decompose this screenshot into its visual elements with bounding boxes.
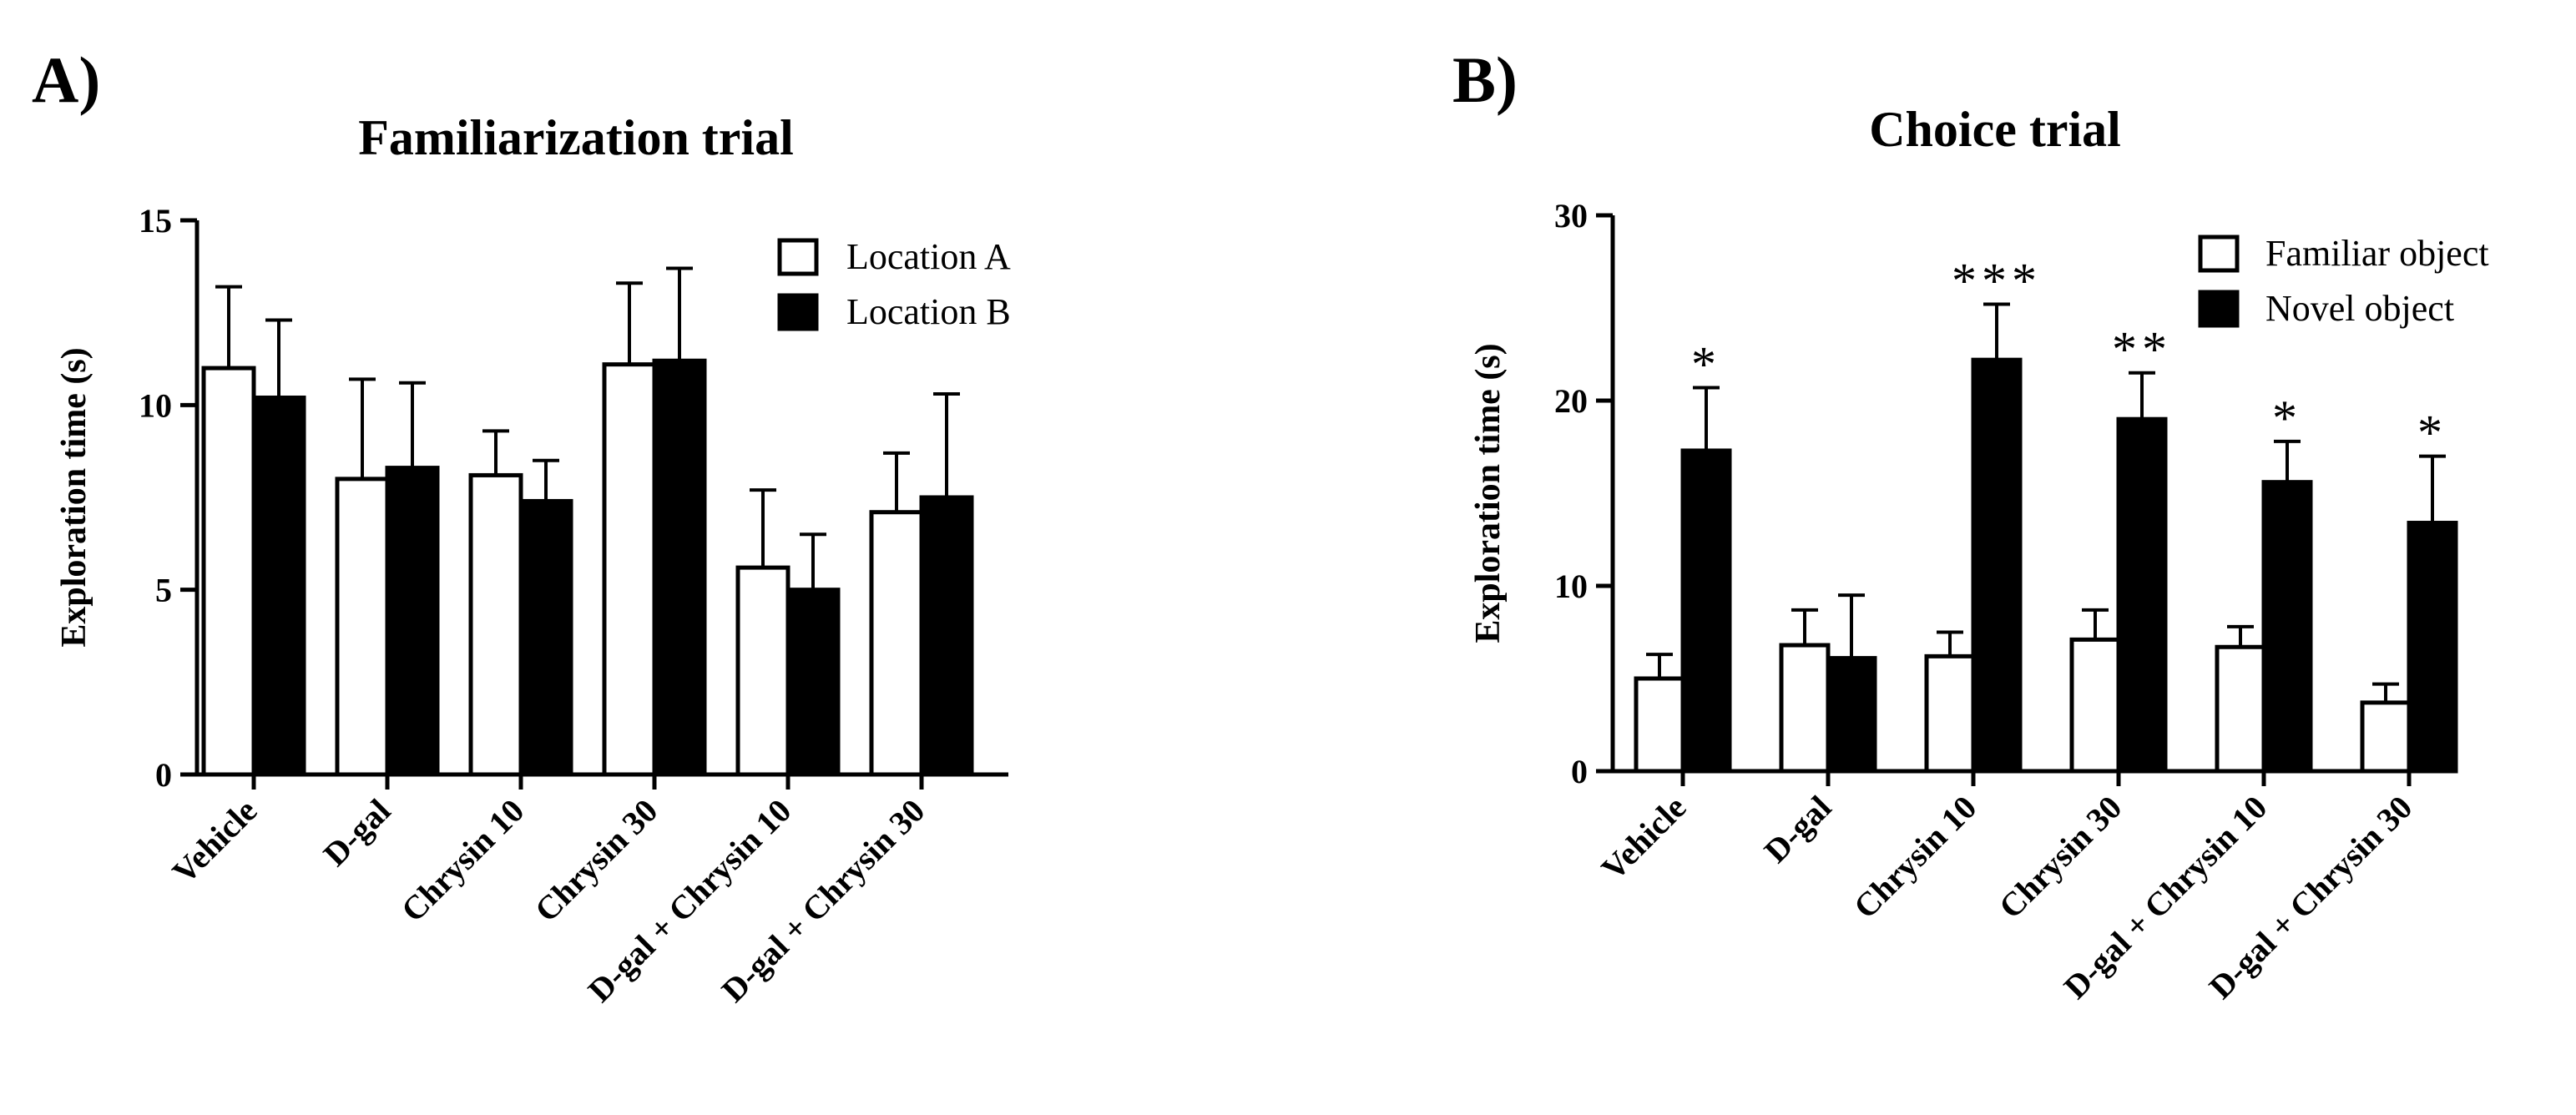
panel-b: B) Choice trial Exploration time (s) 0 10 20 3… xyxy=(1452,43,2489,1006)
x-tick-label: Vehicle xyxy=(165,792,265,891)
legend-swatch xyxy=(2198,290,2240,328)
y-tick-label: 0 xyxy=(1571,753,1588,790)
y-tick-label: 10 xyxy=(139,386,172,424)
bar xyxy=(735,565,790,777)
bar xyxy=(251,395,306,777)
bar xyxy=(1971,357,2023,774)
panel-label: B) xyxy=(1452,43,1518,116)
chart-title: Choice trial xyxy=(1869,102,2121,157)
legend-label: Location A xyxy=(846,236,1011,277)
y-tick-label: 15 xyxy=(139,202,172,240)
legend-label: Novel object xyxy=(2265,288,2454,329)
significance-marker: *** xyxy=(1952,254,2042,309)
y-tick-label: 5 xyxy=(155,572,172,609)
legend-label: Location B xyxy=(846,291,1011,332)
legend-label: Familiar object xyxy=(2265,233,2489,274)
bar xyxy=(1680,448,1732,774)
bar xyxy=(201,366,256,777)
x-tick-label: Chrysin 10 xyxy=(394,792,532,930)
y-tick-label: 30 xyxy=(1554,197,1588,235)
bar xyxy=(1924,653,1976,774)
x-tick-label: Chrysin 30 xyxy=(528,792,665,930)
significance-marker: * xyxy=(1691,336,1721,391)
chart-title: Familiarization trial xyxy=(358,110,794,165)
bar xyxy=(1779,643,1831,774)
legend-swatch xyxy=(777,238,819,276)
bar xyxy=(869,510,924,777)
bar xyxy=(602,362,657,777)
bar xyxy=(1826,656,1877,774)
x-tick-label: Chrysin 10 xyxy=(1846,789,1984,926)
x-tick-label: D-gal xyxy=(1757,789,1839,870)
bar xyxy=(785,588,841,777)
bar xyxy=(468,472,523,777)
bar xyxy=(2407,521,2458,774)
y-tick-label: 20 xyxy=(1554,382,1588,420)
y-axis-label: Exploration time (s) xyxy=(55,347,93,647)
bar xyxy=(2360,700,2412,774)
y-tick-label: 0 xyxy=(155,756,172,794)
bar xyxy=(518,498,573,777)
x-tick-label: Chrysin 30 xyxy=(1992,789,2129,926)
bar xyxy=(652,358,707,777)
x-tick-label: D-gal xyxy=(316,792,398,874)
significance-marker: * xyxy=(2272,391,2302,446)
bar xyxy=(2116,416,2168,774)
bar xyxy=(385,466,440,777)
bar xyxy=(2215,644,2266,774)
significance-marker: ** xyxy=(2112,322,2172,377)
significance-marker: * xyxy=(2417,406,2447,461)
y-axis-label: Exploration time (s) xyxy=(1469,343,1508,643)
bar xyxy=(335,477,390,777)
x-tick-label: Vehicle xyxy=(1594,789,1694,888)
bar xyxy=(1634,676,1685,774)
legend-swatch xyxy=(2198,235,2240,273)
legend-swatch xyxy=(777,293,819,331)
bar xyxy=(2261,480,2313,774)
y-tick-label: 10 xyxy=(1554,568,1588,605)
bar xyxy=(919,495,974,777)
panel-a: A) Familiarization trial Exploration time … xyxy=(32,43,1011,1009)
panel-label: A) xyxy=(32,43,100,116)
bar xyxy=(2069,637,2121,774)
